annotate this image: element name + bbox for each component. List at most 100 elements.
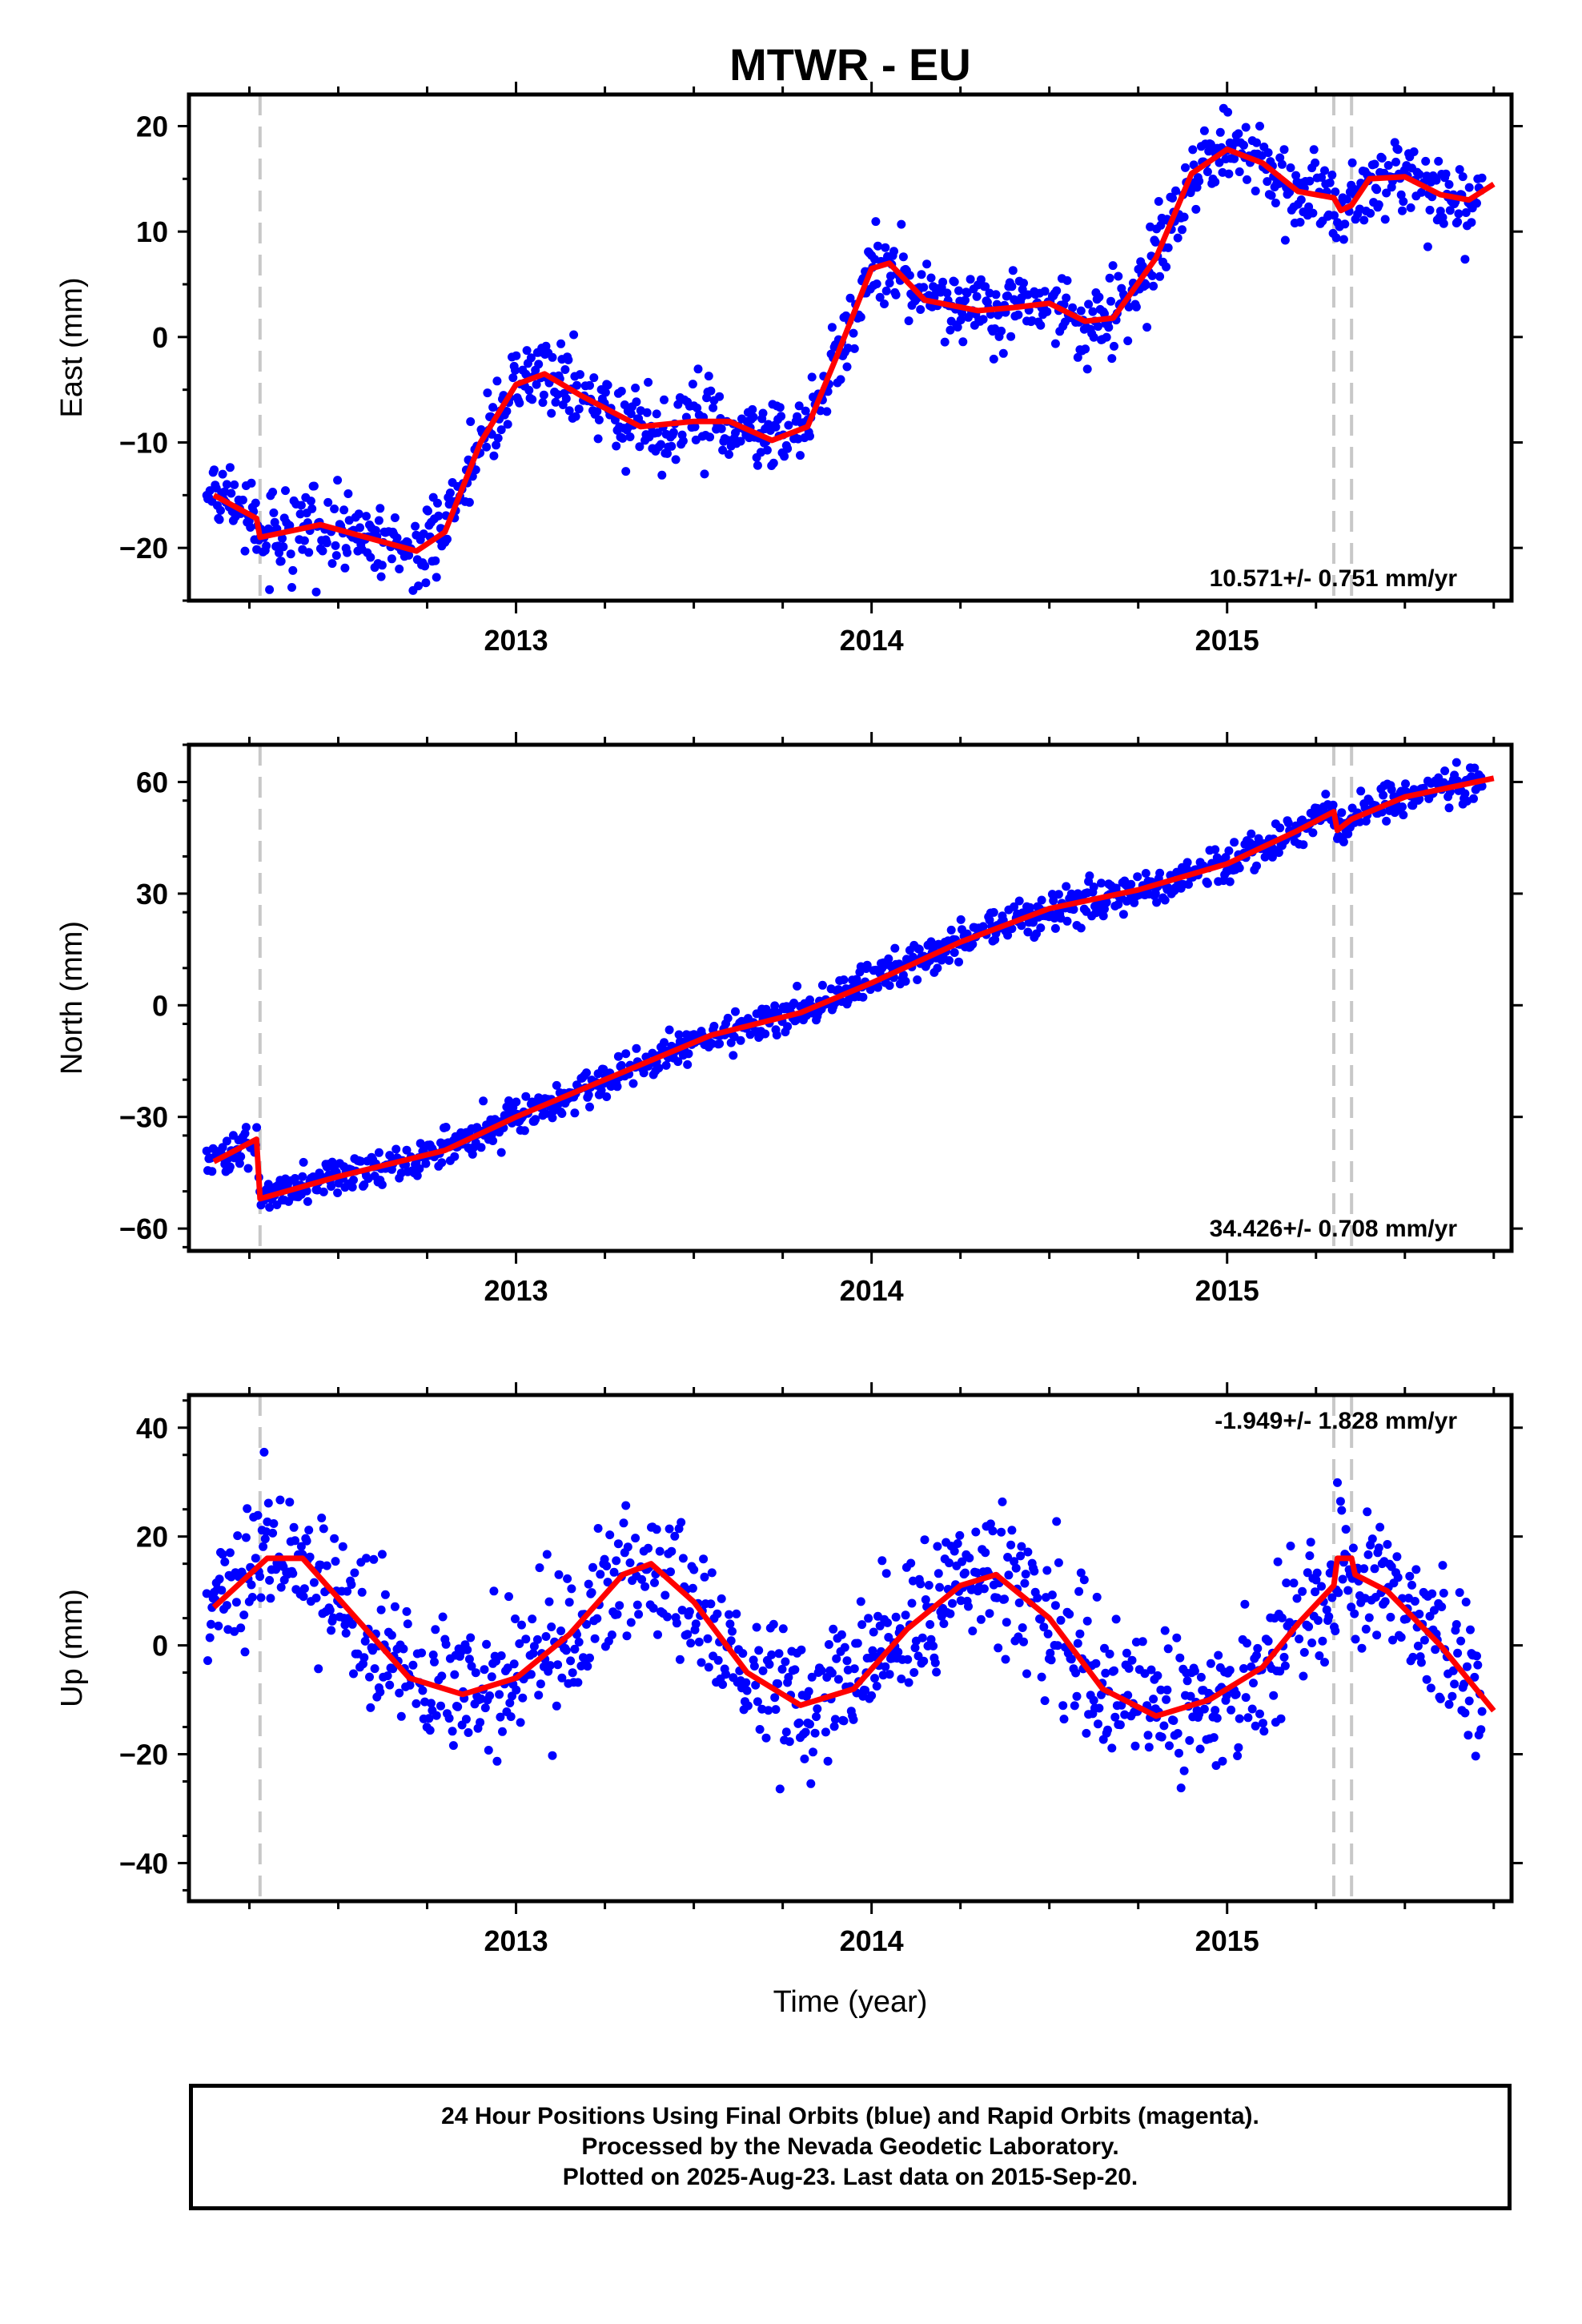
data-point	[534, 360, 544, 369]
data-point	[634, 1610, 644, 1619]
data-point	[725, 450, 733, 459]
data-point	[1393, 145, 1403, 155]
data-point	[253, 1510, 263, 1520]
data-point	[1338, 1574, 1347, 1584]
data-point	[1243, 175, 1251, 184]
data-point	[771, 422, 781, 432]
data-point	[1255, 1709, 1264, 1719]
data-point	[265, 1575, 275, 1585]
data-point	[1195, 176, 1204, 186]
data-point	[1277, 159, 1287, 169]
data-point	[998, 348, 1008, 358]
data-point	[612, 1082, 622, 1092]
data-point	[978, 922, 988, 931]
east-rate-label: 10.571+/- 0.751 mm/yr	[1210, 565, 1458, 592]
data-point	[521, 1092, 531, 1101]
data-point	[548, 1751, 557, 1760]
data-point	[318, 546, 327, 556]
y-tick-label: 0	[152, 1630, 168, 1663]
data-point	[522, 346, 532, 356]
data-point	[1383, 1540, 1392, 1549]
data-point	[1203, 879, 1212, 888]
data-point	[311, 587, 321, 597]
data-point	[1150, 889, 1160, 898]
data-point	[1215, 158, 1224, 167]
data-point	[978, 315, 988, 324]
data-point	[1062, 275, 1072, 285]
data-point	[338, 1542, 347, 1551]
data-point	[686, 1638, 696, 1648]
data-point	[265, 1203, 275, 1212]
data-point	[235, 1159, 244, 1168]
data-point	[207, 1619, 215, 1629]
data-point	[359, 1653, 369, 1663]
data-point	[729, 1032, 739, 1042]
data-point	[650, 1578, 659, 1587]
x-tick-label: 2013	[484, 1274, 548, 1307]
data-point	[450, 1670, 460, 1679]
data-point	[263, 1498, 273, 1508]
data-point	[417, 1648, 427, 1658]
data-point	[483, 388, 492, 398]
data-point	[1374, 1543, 1383, 1553]
data-point	[263, 1180, 273, 1189]
data-point	[265, 585, 275, 594]
data-point	[276, 1582, 286, 1592]
data-point	[736, 1035, 745, 1045]
data-point	[997, 326, 1006, 336]
data-point	[528, 395, 537, 404]
data-point	[985, 1609, 994, 1618]
data-point	[296, 501, 306, 510]
data-point	[306, 497, 315, 506]
data-point	[777, 1664, 787, 1674]
data-point	[1212, 1714, 1222, 1723]
data-point	[1054, 890, 1063, 899]
data-point	[1292, 1594, 1302, 1603]
data-point	[836, 375, 845, 384]
data-point	[339, 505, 349, 515]
data-point	[656, 440, 665, 449]
data-point	[885, 1670, 894, 1679]
data-point	[288, 1569, 298, 1578]
data-point	[602, 1562, 612, 1570]
data-point	[331, 551, 341, 561]
data-point	[1000, 1594, 1010, 1604]
data-point	[260, 1534, 270, 1544]
data-point	[1295, 1634, 1304, 1644]
data-point	[505, 1699, 515, 1707]
data-point	[600, 1554, 609, 1564]
data-point	[1140, 1669, 1150, 1679]
data-point	[717, 1594, 726, 1603]
data-point	[443, 534, 452, 544]
data-point	[616, 387, 626, 396]
data-point	[404, 550, 414, 560]
data-point	[890, 943, 900, 953]
data-point	[885, 981, 894, 991]
data-point	[356, 1156, 366, 1166]
data-point	[325, 1606, 335, 1615]
data-point	[994, 1643, 1003, 1653]
data-point	[781, 1727, 791, 1737]
data-point	[1118, 910, 1128, 919]
data-point	[801, 1727, 810, 1737]
data-point	[516, 1718, 525, 1727]
data-point	[1454, 209, 1464, 219]
data-point	[466, 417, 476, 426]
data-point	[563, 1574, 572, 1583]
data-point	[1082, 1728, 1091, 1738]
data-point	[901, 1610, 910, 1620]
data-point	[584, 1090, 593, 1100]
data-point	[1429, 1606, 1439, 1615]
data-point	[804, 1687, 813, 1696]
data-point	[1279, 145, 1289, 155]
data-point	[288, 565, 298, 575]
data-point	[521, 369, 531, 379]
data-point	[784, 420, 793, 430]
data-point	[1091, 1659, 1101, 1668]
data-point	[648, 1603, 658, 1613]
data-point	[408, 1660, 418, 1670]
data-point	[889, 247, 898, 256]
data-point	[240, 546, 250, 556]
data-point	[689, 1565, 699, 1574]
data-point	[1143, 1731, 1153, 1740]
